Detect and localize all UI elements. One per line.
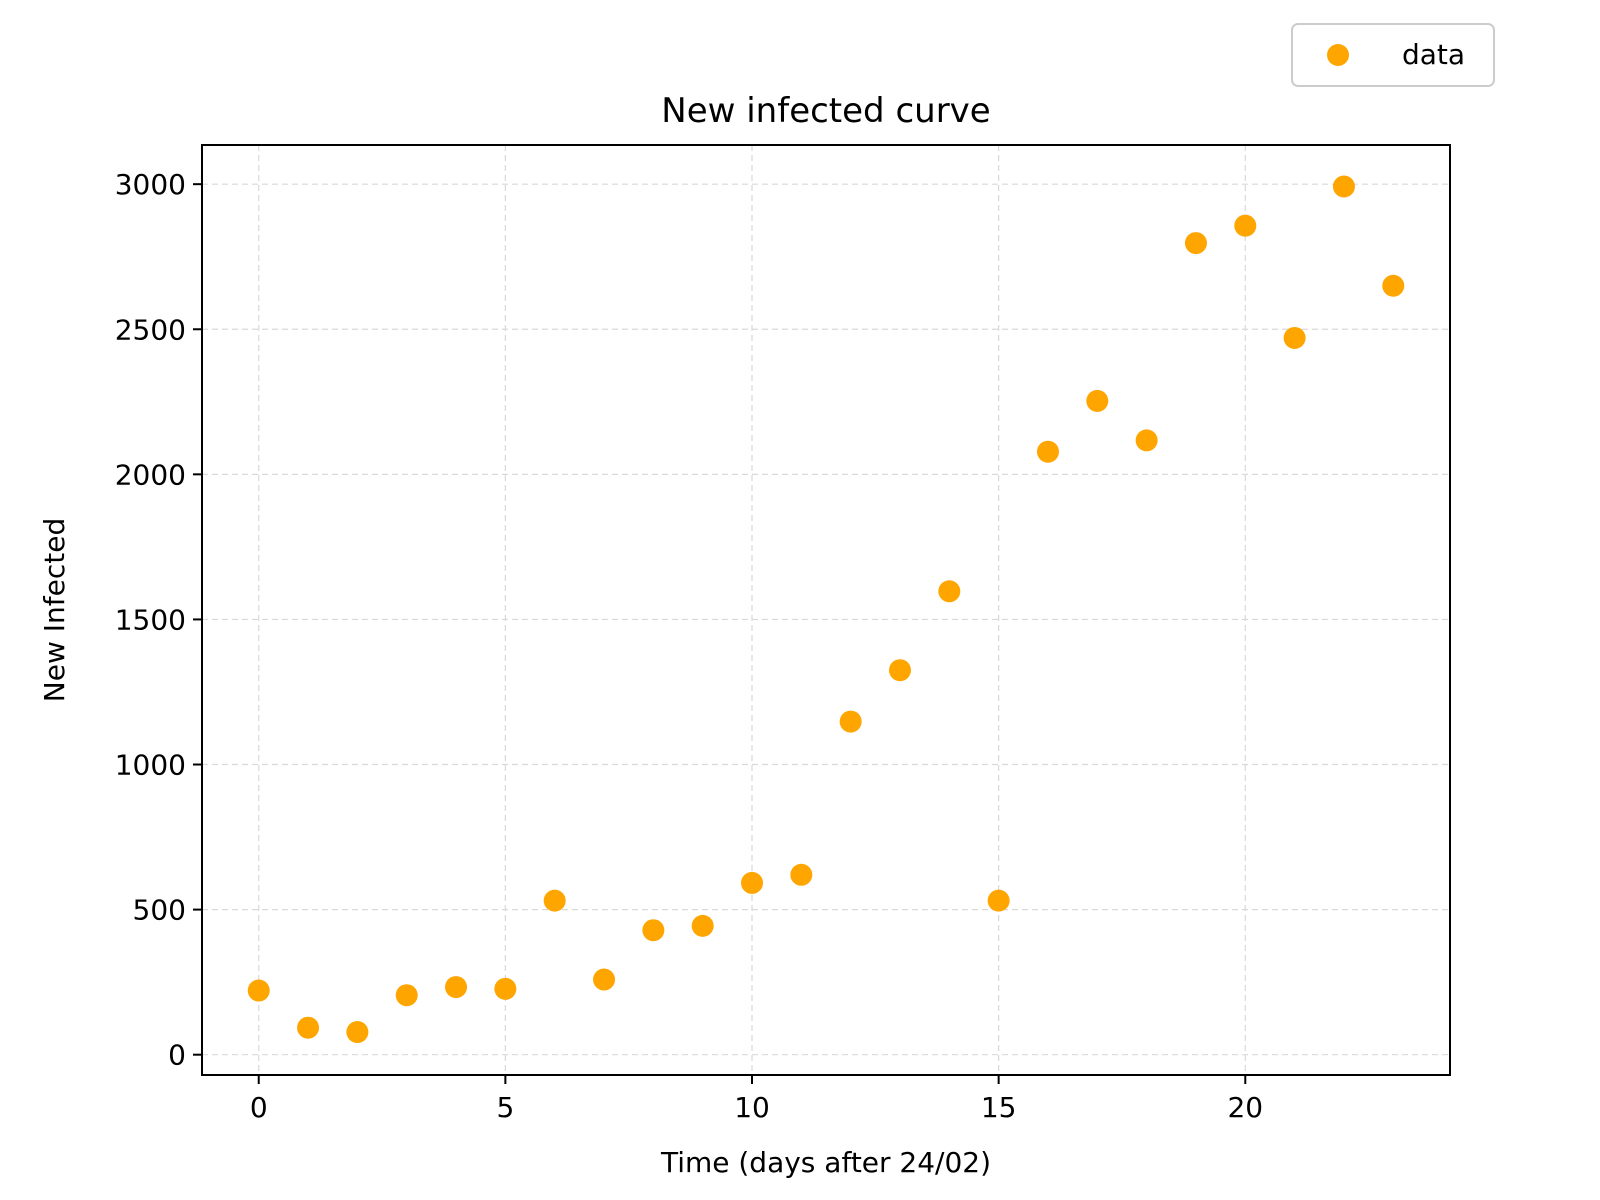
data-point-0-6 (543, 889, 566, 912)
x-tick-label-15: 15 (981, 1091, 1017, 1124)
y-axis-label: New Infected (38, 518, 71, 702)
y-tick-label-1000: 1000 (115, 749, 186, 782)
legend-label: data (1402, 38, 1465, 71)
data-point-0-23 (1382, 274, 1405, 297)
x-tick-label-0: 0 (250, 1091, 268, 1124)
x-axis-label: Time (days after 24/02) (660, 1146, 991, 1179)
data-point-0-5 (494, 977, 517, 1000)
x-tick-label-20: 20 (1227, 1091, 1263, 1124)
data-point-0-19 (1184, 232, 1207, 255)
data-point-0-14 (938, 580, 961, 603)
data-point-0-0 (247, 979, 270, 1002)
y-tick-label-1500: 1500 (115, 603, 186, 636)
data-point-0-15 (987, 889, 1010, 912)
y-tick-label-3000: 3000 (115, 168, 186, 201)
data-point-0-20 (1234, 214, 1257, 237)
data-point-0-16 (1036, 440, 1059, 463)
data-point-0-10 (741, 871, 764, 894)
y-axis-ticks: 0 500 1000 1500 2000 2500 3000 (115, 168, 202, 1072)
data-point-0-9 (691, 914, 714, 937)
y-tick-label-500: 500 (133, 894, 186, 927)
data-point-0-22 (1332, 175, 1355, 198)
data-point-0-17 (1086, 389, 1109, 412)
plot-area-frame (201, 144, 1451, 1076)
data-points (247, 175, 1405, 1044)
x-tick-label-5: 5 (496, 1091, 514, 1124)
y-tick-label-2000: 2000 (115, 458, 186, 491)
data-point-0-12 (839, 710, 862, 733)
data-point-0-8 (642, 919, 665, 942)
data-point-0-1 (297, 1016, 320, 1039)
x-tick-label-10: 10 (734, 1091, 770, 1124)
data-point-0-18 (1135, 429, 1158, 452)
data-point-0-2 (346, 1021, 369, 1044)
data-point-0-11 (790, 863, 813, 886)
legend: data (1291, 23, 1495, 87)
legend-marker (1327, 44, 1349, 66)
data-point-0-3 (395, 984, 418, 1007)
data-point-0-7 (593, 968, 616, 991)
x-axis-ticks: 0 5 10 15 20 (250, 1075, 1263, 1124)
legend-box (1291, 23, 1495, 87)
data-point-0-4 (445, 976, 468, 999)
y-tick-label-2500: 2500 (115, 313, 186, 346)
data-point-0-21 (1283, 326, 1306, 349)
y-tick-label-0: 0 (168, 1039, 186, 1072)
data-point-0-13 (888, 659, 911, 682)
chart-title: New infected curve (661, 91, 990, 131)
grid (202, 145, 1450, 1075)
